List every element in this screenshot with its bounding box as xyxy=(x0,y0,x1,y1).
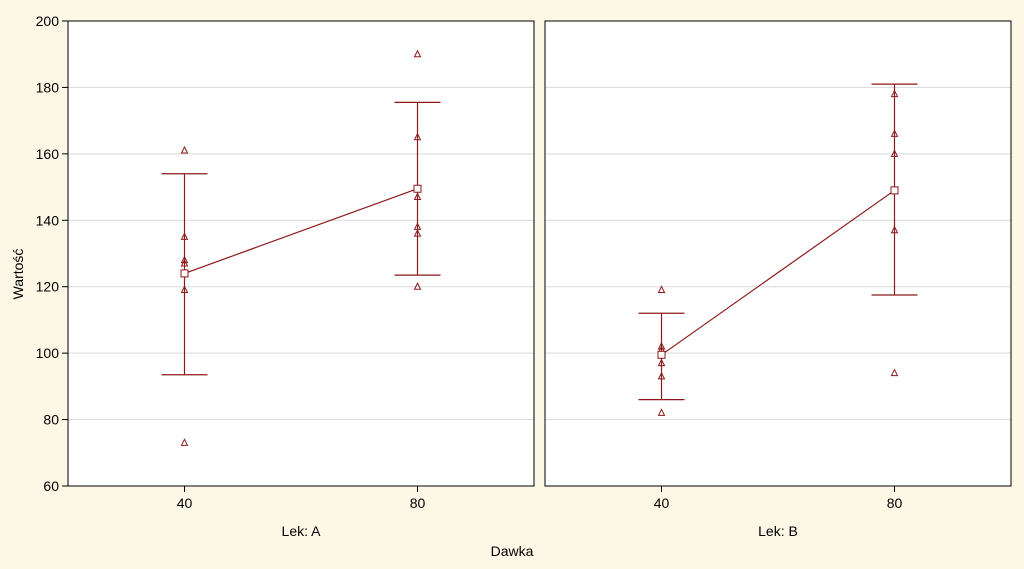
data-point xyxy=(890,129,899,137)
data-point xyxy=(890,149,899,157)
panel-frame xyxy=(545,21,1011,486)
data-point xyxy=(413,132,422,141)
y-tick-label: 80 xyxy=(43,412,59,428)
data-point xyxy=(180,232,189,240)
data-point xyxy=(413,228,422,237)
panel-1: 40 80 Lek: A xyxy=(67,20,535,539)
x-tick-label: 80 xyxy=(410,495,426,511)
y-tick-label: 160 xyxy=(36,146,60,162)
y-tick-label: 200 xyxy=(36,13,60,29)
data-point xyxy=(657,408,666,416)
data-point xyxy=(657,358,666,367)
mean-marker xyxy=(413,184,422,193)
data-point xyxy=(180,258,189,267)
y-tick-label: 140 xyxy=(36,212,60,228)
data-point xyxy=(657,371,666,380)
y-axis-title: Wartość xyxy=(10,249,26,300)
data-point xyxy=(890,368,899,377)
data-point xyxy=(413,282,422,290)
data-point xyxy=(180,285,189,294)
mean-line xyxy=(184,188,418,274)
y-tick-label: 180 xyxy=(36,79,60,95)
panel-label: Lek: B xyxy=(758,523,798,539)
mean-marker xyxy=(657,350,666,359)
mean-marker xyxy=(180,269,189,278)
x-tick-label: 80 xyxy=(887,495,903,511)
data-point xyxy=(180,438,189,446)
data-point xyxy=(890,225,899,234)
x-tick-label: 40 xyxy=(654,495,670,511)
y-tick-label: 100 xyxy=(36,345,60,361)
data-point xyxy=(180,255,189,264)
mean-line xyxy=(661,189,895,356)
panels-layer: 60 80 100 120 140 160 180 200 40 80 Lek: A 40 80 Lek:… xyxy=(36,13,1012,539)
panel-2: 40 80 Lek: B xyxy=(544,20,1012,539)
mean-marker xyxy=(890,186,899,195)
data-point xyxy=(413,192,422,201)
y-tick-label: 60 xyxy=(43,478,59,494)
data-point xyxy=(180,145,189,154)
panel-frame xyxy=(68,21,534,486)
data-point xyxy=(890,89,899,98)
panel-border xyxy=(544,20,1012,487)
x-axis-title: Dawka xyxy=(491,543,534,559)
data-point xyxy=(657,341,666,350)
panel-label: Lek: A xyxy=(282,523,322,539)
data-point xyxy=(657,285,666,294)
y-tick-label: 120 xyxy=(36,279,60,295)
data-point xyxy=(413,49,422,58)
x-tick-label: 40 xyxy=(177,495,193,511)
panel-border xyxy=(67,20,535,487)
